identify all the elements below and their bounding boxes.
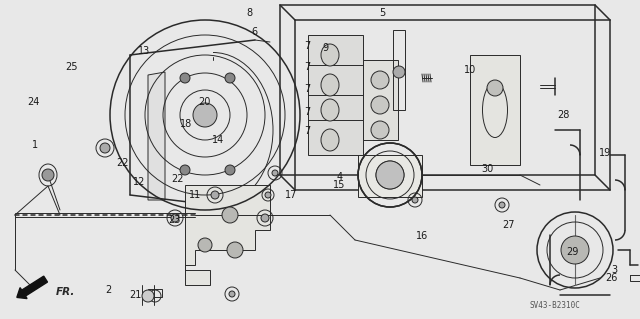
Bar — [363, 60, 398, 140]
Text: 14: 14 — [211, 135, 224, 145]
Circle shape — [371, 71, 389, 89]
Circle shape — [265, 192, 271, 198]
Text: 28: 28 — [557, 110, 570, 120]
Bar — [358, 155, 422, 197]
Circle shape — [412, 197, 418, 203]
Circle shape — [561, 236, 589, 264]
Circle shape — [499, 202, 505, 208]
Ellipse shape — [321, 129, 339, 151]
Ellipse shape — [321, 44, 339, 66]
Ellipse shape — [321, 99, 339, 121]
Polygon shape — [185, 185, 270, 285]
Ellipse shape — [321, 74, 339, 96]
Circle shape — [261, 214, 269, 222]
Text: 8: 8 — [246, 8, 253, 18]
Text: 18: 18 — [179, 119, 192, 130]
Circle shape — [371, 96, 389, 114]
Bar — [393, 30, 405, 110]
Text: 22: 22 — [116, 158, 129, 168]
Text: 7: 7 — [304, 62, 310, 72]
Text: FR.: FR. — [56, 287, 75, 297]
Circle shape — [42, 169, 54, 181]
Circle shape — [180, 73, 190, 83]
Text: 1: 1 — [32, 140, 38, 150]
Circle shape — [198, 238, 212, 252]
Text: 9: 9 — [322, 43, 328, 53]
Text: 27: 27 — [502, 220, 515, 230]
Text: 7: 7 — [304, 84, 310, 94]
Text: 4: 4 — [336, 172, 342, 182]
Circle shape — [393, 66, 405, 78]
Text: 23: 23 — [168, 215, 180, 225]
Text: 7: 7 — [304, 41, 310, 51]
Text: 17: 17 — [285, 189, 298, 200]
Circle shape — [227, 242, 243, 258]
Text: 5: 5 — [380, 8, 386, 18]
Text: 7: 7 — [304, 107, 310, 117]
Circle shape — [272, 170, 278, 176]
Text: 29: 29 — [566, 247, 579, 257]
Circle shape — [487, 80, 503, 96]
Text: 2: 2 — [106, 285, 112, 295]
Text: 10: 10 — [464, 65, 477, 75]
Bar — [630, 275, 640, 281]
Text: 3: 3 — [611, 264, 618, 275]
Bar — [470, 55, 520, 165]
Circle shape — [222, 207, 238, 223]
Circle shape — [371, 121, 389, 139]
Text: 19: 19 — [599, 148, 612, 158]
Text: 26: 26 — [605, 272, 618, 283]
Text: SV43-B2310C: SV43-B2310C — [529, 300, 580, 309]
Text: 22: 22 — [172, 174, 184, 184]
Text: 12: 12 — [133, 177, 146, 187]
Circle shape — [180, 165, 190, 175]
Text: 15: 15 — [333, 180, 346, 190]
Circle shape — [225, 73, 235, 83]
Polygon shape — [148, 72, 165, 200]
Circle shape — [376, 161, 404, 189]
Bar — [308, 35, 363, 155]
Circle shape — [225, 165, 235, 175]
Text: 6: 6 — [252, 27, 258, 37]
Text: 24: 24 — [27, 97, 40, 107]
Circle shape — [211, 191, 219, 199]
Bar — [148, 289, 162, 297]
Circle shape — [376, 161, 404, 189]
Circle shape — [100, 143, 110, 153]
FancyArrow shape — [17, 276, 47, 299]
Text: 25: 25 — [65, 62, 78, 72]
Circle shape — [193, 103, 217, 127]
Text: 21: 21 — [129, 290, 142, 300]
Text: 20: 20 — [198, 97, 211, 107]
Circle shape — [142, 290, 154, 302]
Circle shape — [229, 291, 235, 297]
Text: 30: 30 — [481, 164, 494, 174]
Text: 16: 16 — [416, 231, 429, 241]
Text: 13: 13 — [138, 46, 150, 56]
Circle shape — [171, 214, 179, 222]
Text: 11: 11 — [189, 189, 202, 200]
Text: 7: 7 — [304, 126, 310, 136]
